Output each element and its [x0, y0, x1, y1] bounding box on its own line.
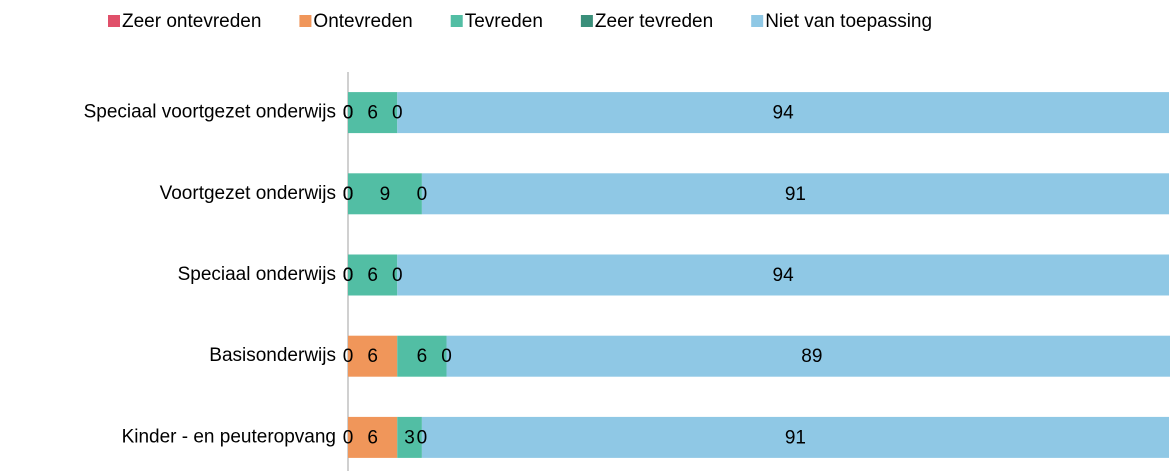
bar-segment — [397, 335, 447, 377]
bar-segment — [421, 173, 1169, 215]
legend-swatch — [580, 15, 593, 27]
bar-segment — [348, 92, 398, 134]
data-label: 3 — [404, 427, 415, 448]
y-tick-label: Speciaal onderwijs — [178, 264, 336, 285]
bar-segment — [348, 335, 398, 377]
legend-label: Niet van toepassing — [765, 11, 932, 32]
data-label: 6 — [367, 346, 378, 367]
bar-segment — [397, 416, 422, 458]
data-label: 89 — [801, 346, 822, 367]
data-label: 0 — [392, 265, 403, 286]
legend-swatch — [108, 15, 120, 27]
data-label: 6 — [367, 427, 378, 448]
data-label: 94 — [773, 103, 795, 124]
legend-label: Ontevreden — [313, 11, 412, 32]
data-label: 91 — [785, 427, 806, 448]
data-label: 91 — [785, 184, 806, 205]
data-label: 0 — [441, 346, 452, 367]
bar-segment — [397, 92, 1169, 134]
y-tick-label: Kinder - en peuteropvang — [122, 426, 336, 447]
data-label: 0 — [417, 184, 428, 205]
legend-swatch — [299, 15, 312, 27]
data-label: 0 — [343, 427, 354, 448]
data-label: 0 — [343, 103, 354, 124]
data-label: 0 — [343, 184, 354, 205]
data-label: 6 — [367, 265, 378, 286]
data-label: 94 — [773, 265, 795, 286]
legend-swatch — [450, 15, 463, 27]
y-tick-label: Voortgezet onderwijs — [160, 183, 336, 204]
data-label: 0 — [392, 103, 403, 124]
data-label: 0 — [417, 427, 428, 448]
bar-segment — [348, 416, 398, 458]
data-label: 0 — [343, 265, 354, 286]
bar-segment — [421, 416, 1169, 458]
bar-segment — [348, 173, 422, 215]
data-label: 6 — [367, 103, 378, 124]
data-label: 9 — [380, 184, 391, 205]
bar-segment — [446, 335, 1170, 377]
legend-label: Tevreden — [465, 11, 543, 32]
y-tick-label: Basisonderwijs — [209, 345, 336, 366]
y-tick-label: Speciaal voortgezet onderwijs — [84, 102, 336, 123]
data-label: 0 — [343, 265, 354, 286]
legend-label: Zeer ontevreden — [122, 11, 261, 32]
legend-label: Zeer tevreden — [595, 11, 713, 32]
bar-segment — [397, 254, 1169, 296]
data-label: 6 — [417, 346, 428, 367]
data-label: 0 — [343, 346, 354, 367]
bar-segment — [348, 254, 398, 296]
data-label: 0 — [343, 103, 354, 124]
legend-swatch — [751, 15, 764, 27]
data-label: 0 — [343, 184, 354, 205]
